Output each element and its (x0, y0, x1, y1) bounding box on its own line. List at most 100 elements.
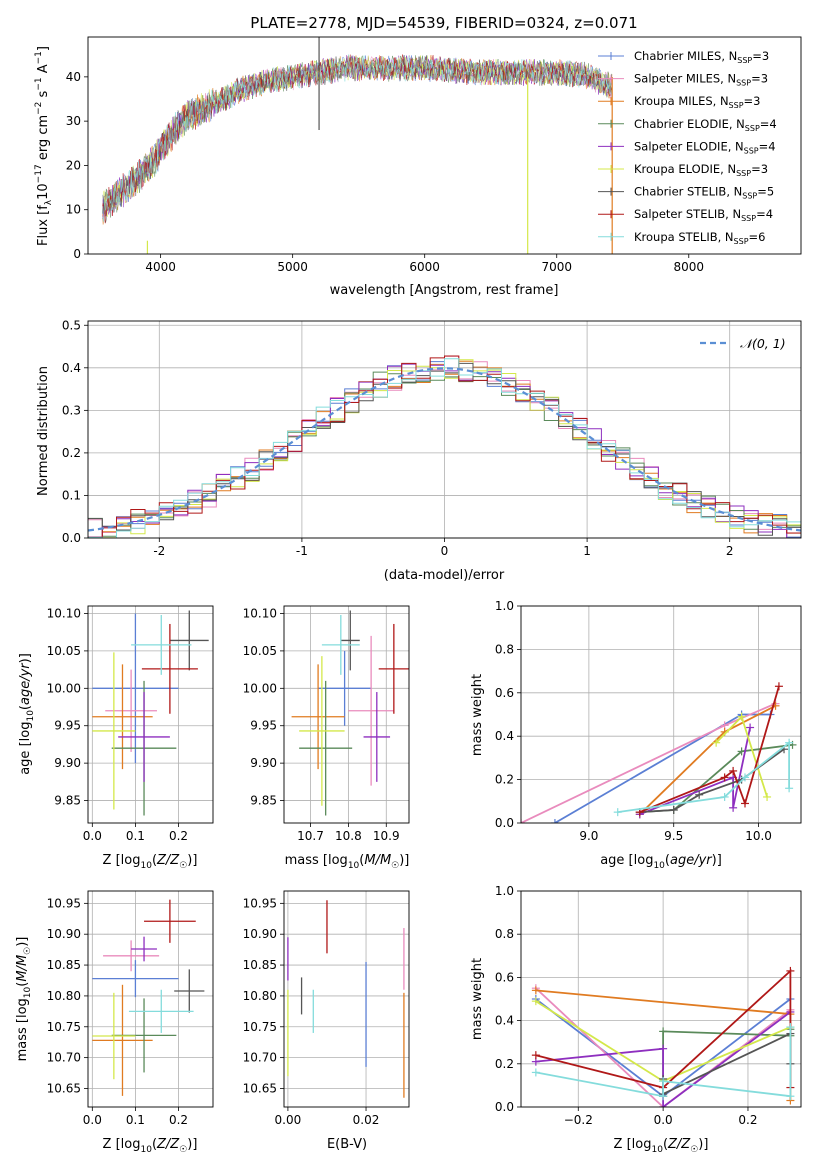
y-tick-label: 0.3 (62, 403, 81, 417)
legend-label: Salpeter ELODIE, NSSP=4 (634, 139, 776, 155)
y-tick-label: 10.10 (47, 606, 81, 620)
y-tick-label: 0.2 (495, 1057, 514, 1071)
ebv-mass-x-axis-label: E(B-V) (327, 1137, 367, 1152)
x-tick-label: 6000 (409, 260, 440, 274)
z-mass-plot-area: 0.0 0.1 0.2 10.65 10.70 10.75 10.80 10.85 10.90 1… (47, 890, 214, 1127)
weight-series-line (715, 714, 768, 798)
y-tick-label: 10 (66, 203, 81, 217)
x-tick-label: −0.2 (564, 1113, 593, 1127)
z-weight-y-axis-label: mass weight (470, 958, 485, 1040)
y-tick-label: 40 (66, 70, 81, 84)
x-tick-label: -2 (153, 544, 165, 558)
y-tick-label: 0.8 (495, 642, 514, 656)
x-tick-label: 7000 (541, 260, 572, 274)
y-tick-label: 0.2 (62, 446, 81, 460)
y-tick-label: 10.95 (47, 896, 81, 910)
spectrum-y-axis-label: Flux [fλ10−17 erg cm−2 s−1 A−1] (34, 46, 54, 246)
errorbar-series (287, 900, 405, 1098)
axes-frame (520, 605, 802, 824)
x-tick-label: 0.00 (275, 1113, 302, 1127)
x-tick-label: 0.2 (169, 1113, 188, 1127)
histogram-step-line (88, 355, 801, 538)
legend-label: Kroupa MILES, NSSP=3 (634, 94, 760, 110)
y-tick-label: 10.85 (243, 958, 277, 972)
histogram-plot-area: -2 -1 0 1 2 0.0 0.1 0.2 0.3 0.4 0.5 𝒩(0, 1) (62, 318, 802, 558)
y-tick-label: 10.70 (47, 1051, 81, 1065)
x-tick-label: 1 (583, 544, 591, 558)
x-tick-label: 10.8 (335, 829, 362, 843)
y-tick-label: 0.6 (495, 970, 514, 984)
y-tick-label: 0.0 (62, 531, 81, 545)
y-tick-label: 0.0 (495, 816, 514, 830)
y-tick-label: 0.0 (495, 1100, 514, 1114)
x-tick-label: 0.1 (126, 829, 145, 843)
ebv-mass-panel: 0.00 0.02 10.65 10.70 10.75 10.80 10.85 10.90 10… (243, 890, 410, 1152)
histogram-series (88, 355, 801, 538)
y-tick-label: 10.80 (47, 989, 81, 1003)
x-tick-label: 2 (726, 544, 734, 558)
normal-reference-curve (88, 367, 801, 532)
legend-label: Salpeter MILES, NSSP=3 (634, 72, 768, 88)
y-tick-label: 0.4 (62, 361, 81, 375)
legend-label: Chabrier STELIB, NSSP=5 (634, 185, 774, 201)
y-tick-label: 1.0 (495, 599, 514, 613)
y-tick-label: 10.05 (243, 644, 277, 658)
weight-series-line (639, 727, 751, 816)
z-mass-weight-panel: −0.2 0.0 0.2 0.0 0.2 0.4 0.6 0.8 1.0 Z [log10(Z/… (470, 884, 802, 1155)
spectrum-lines (102, 37, 613, 254)
errorbar-series (92, 610, 209, 816)
z-age-panel: 0.0 0.1 0.2 9.85 9.90 9.95 10.00 10.05 10.10 Z [… (18, 605, 214, 871)
z-age-y-axis-label: age [log10(age/yr)] (18, 653, 36, 775)
y-tick-label: 10.65 (47, 1081, 81, 1095)
y-tick-label: 10.00 (243, 681, 277, 695)
z-mass-y-axis-label: mass [log10(M/M☉)] (15, 937, 33, 1062)
x-tick-label: 5000 (277, 260, 308, 274)
age-weight-x-axis-label: age [log10(age/yr)] (600, 853, 722, 871)
legend-label: Chabrier MILES, NSSP=3 (634, 49, 769, 65)
z-weight-plot-area: −0.2 0.0 0.2 0.0 0.2 0.4 0.6 0.8 1.0 (495, 884, 802, 1127)
mass-age-x-axis-label: mass [log10(M/M☉)] (285, 853, 410, 871)
z-weight-x-axis-label: Z [log10(Z/Z☉)] (614, 1137, 709, 1155)
x-tick-label: 0.1 (126, 1113, 145, 1127)
axes-frame (87, 605, 214, 824)
x-tick-label: 0.2 (169, 829, 188, 843)
x-tick-label: 9.0 (579, 829, 598, 843)
axes-frame (87, 36, 802, 255)
axes-frame (283, 605, 410, 824)
x-tick-label: 0.02 (353, 1113, 380, 1127)
y-tick-label: 10.75 (47, 1020, 81, 1034)
legend-label: Kroupa ELODIE, NSSP=3 (634, 162, 768, 178)
y-tick-label: 0.2 (495, 773, 514, 787)
x-tick-label: 8000 (673, 260, 704, 274)
legend-label: Salpeter STELIB, NSSP=4 (634, 207, 773, 223)
x-tick-label: 0.0 (654, 1113, 673, 1127)
histogram-x-axis-label: (data-model)/error (384, 568, 505, 583)
x-tick-label: 4000 (145, 260, 176, 274)
y-tick-label: 0.4 (495, 1014, 514, 1028)
legend-label: Kroupa STELIB, NSSP=6 (634, 230, 765, 246)
spectrum-panel: PLATE=2778, MJD=54539, FIBERID=0324, z=0… (34, 14, 802, 298)
y-tick-label: 9.90 (54, 756, 81, 770)
weight-series-line (554, 713, 771, 823)
y-tick-label: 9.95 (250, 719, 277, 733)
y-tick-label: 9.85 (54, 794, 81, 808)
spectrum-x-axis-label: wavelength [Angstrom, rest frame] (330, 283, 559, 298)
errorbar-series (291, 610, 409, 816)
spectrum-series-line (102, 55, 613, 217)
y-tick-label: 0 (73, 247, 81, 261)
y-tick-label: 0.4 (495, 729, 514, 743)
y-tick-label: 30 (66, 114, 81, 128)
x-tick-label: 10.9 (373, 829, 400, 843)
histogram-y-axis-label: Normed distribution (36, 366, 51, 496)
y-tick-label: 20 (66, 158, 81, 172)
y-tick-label: 0.1 (62, 488, 81, 502)
y-tick-label: 1.0 (495, 884, 514, 898)
weight-series (521, 682, 797, 823)
y-tick-label: 0.6 (495, 686, 514, 700)
x-tick-label: 0.0 (83, 1113, 102, 1127)
y-tick-label: 10.80 (243, 989, 277, 1003)
y-tick-label: 9.95 (54, 719, 81, 733)
z-mass-x-axis-label: Z [log10(Z/Z☉)] (103, 1137, 198, 1155)
y-tick-label: 10.10 (243, 606, 277, 620)
